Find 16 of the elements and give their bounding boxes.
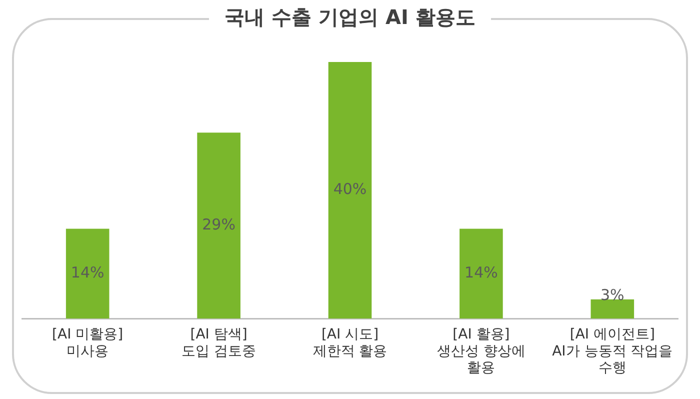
- bar: [197, 132, 240, 319]
- x-tick-label: [AI 활용] 생산성 향상에 활용: [436, 326, 526, 376]
- data-label: 3%: [600, 286, 624, 304]
- data-label: 14%: [70, 264, 104, 282]
- x-tick-label: [AI 시도] 제한적 활용: [312, 326, 388, 360]
- bar: [328, 62, 372, 319]
- x-tick-label: [AI 에이전트] AI가 능동적 작업을 수행: [552, 326, 673, 376]
- data-label: 40%: [333, 180, 367, 198]
- data-label: 14%: [464, 264, 498, 282]
- x-tick-label: [AI 탐색] 도입 검토중: [182, 326, 256, 360]
- chart-title: 국내 수출 기업의 AI 활용도: [208, 5, 492, 29]
- data-label: 29%: [202, 215, 236, 234]
- x-tick-label: [AI 미활용] 미사용: [52, 326, 124, 360]
- bar: [590, 299, 634, 319]
- bar: [460, 228, 503, 319]
- bar: [66, 228, 110, 319]
